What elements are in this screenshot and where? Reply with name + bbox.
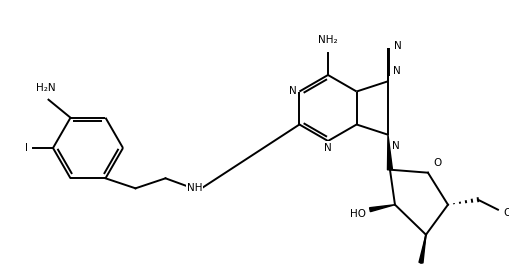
Polygon shape	[387, 135, 392, 170]
Text: N: N	[391, 141, 399, 151]
Text: N: N	[288, 86, 296, 96]
Polygon shape	[418, 235, 425, 263]
Text: N: N	[393, 41, 401, 51]
Text: HO: HO	[349, 209, 365, 219]
Text: N: N	[324, 143, 331, 153]
Text: N: N	[392, 66, 400, 76]
Text: OH: OH	[502, 208, 509, 218]
Text: NH: NH	[186, 183, 202, 193]
Text: O: O	[432, 158, 440, 168]
Polygon shape	[369, 205, 394, 212]
Text: I: I	[25, 143, 28, 153]
Text: H₂N: H₂N	[36, 83, 55, 93]
Text: NH₂: NH₂	[318, 35, 337, 45]
